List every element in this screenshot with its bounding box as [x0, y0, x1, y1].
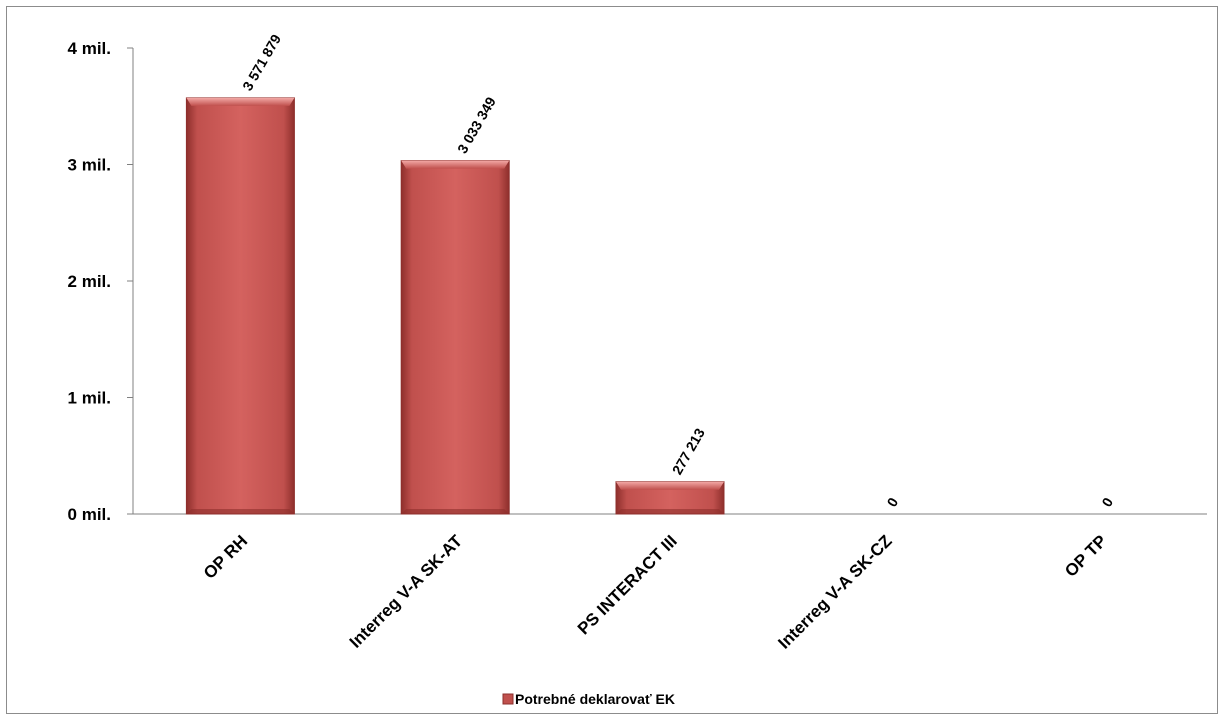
y-tick-label: 1 mil. [68, 389, 111, 408]
y-tick-label: 2 mil. [68, 272, 111, 291]
bar-base [186, 509, 295, 514]
x-tick-label: Interreg V-A SK-AT [346, 531, 467, 652]
y-tick-label: 4 mil. [68, 39, 111, 58]
chart-frame: 0 mil. 1 mil. 2 mil. 3 mil. 4 mil. OP RH Inte… [6, 6, 1218, 714]
bar [185, 97, 295, 515]
x-axis: OP RH Interreg V-A SK-AT PS INTERACT III In… [133, 513, 1207, 653]
data-label: 3 571 879 [239, 31, 284, 93]
data-label: 277 213 [669, 425, 708, 477]
bars [185, 97, 725, 515]
bar-chart: 0 mil. 1 mil. 2 mil. 3 mil. 4 mil. OP RH Inte… [68, 31, 1207, 707]
legend-item: Potrebné deklarovať EK [502, 691, 675, 707]
bar-cap [186, 97, 295, 106]
bar-base [616, 509, 724, 514]
legend: Potrebné deklarovať EK [502, 691, 675, 707]
bar-cap [616, 481, 724, 490]
data-labels: 3 571 879 3 033 349 277 213 0 0 [239, 31, 1116, 509]
data-label: 0 [1098, 495, 1116, 510]
bar [615, 481, 725, 515]
x-tick-label: PS INTERACT III [574, 531, 681, 638]
bar-base [401, 509, 510, 514]
x-tick-label: Interreg V-A SK-CZ [774, 531, 895, 652]
x-tick-label: OP RH [200, 531, 251, 582]
y-tick-label: 0 mil. [68, 505, 111, 524]
bar-body [400, 160, 510, 515]
bar [400, 160, 510, 515]
y-axis: 0 mil. 1 mil. 2 mil. 3 mil. 4 mil. [68, 39, 134, 524]
bar-cap [401, 160, 510, 169]
legend-label: Potrebné deklarovať EK [515, 691, 675, 707]
data-label: 3 033 349 [454, 94, 499, 156]
data-label: 0 [884, 495, 902, 510]
x-tick-label: OP TP [1061, 531, 1110, 580]
legend-swatch [502, 693, 514, 705]
bar-body [185, 97, 295, 515]
y-tick-label: 3 mil. [68, 156, 111, 175]
